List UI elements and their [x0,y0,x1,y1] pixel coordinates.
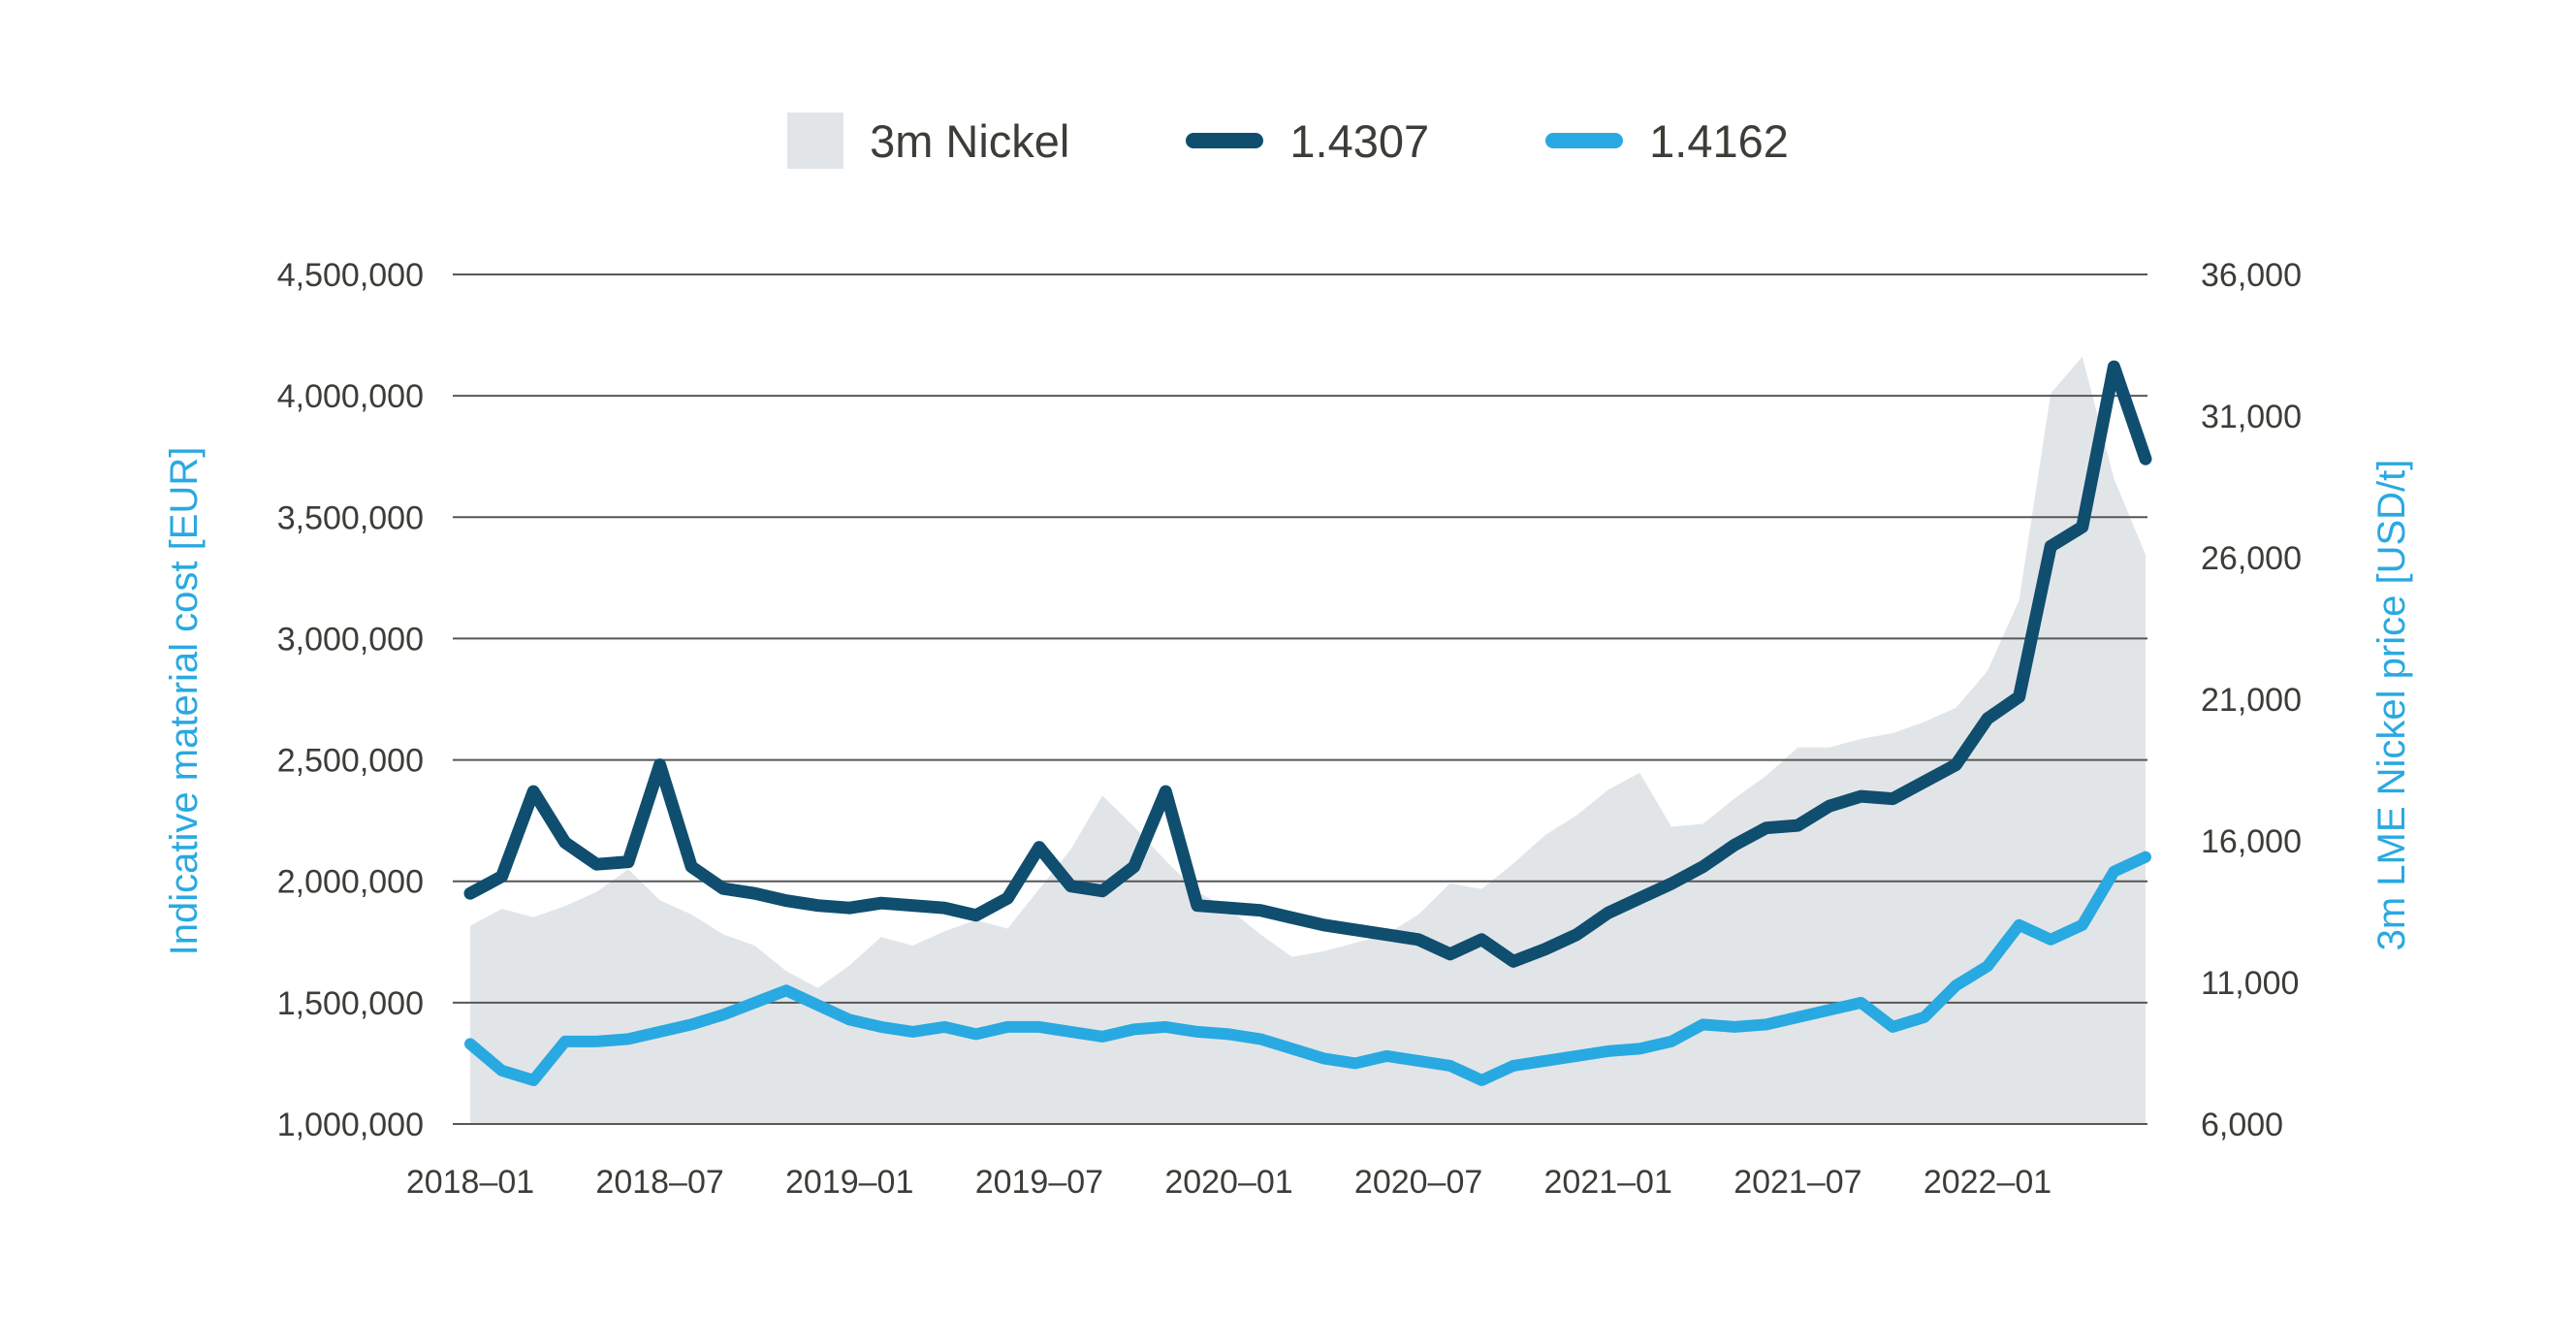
left-axis-tick-label: 2,500,000 [277,743,424,780]
line-series-1-4307 [463,360,2152,968]
right-axis-title: 3m LME Nickel price [USD/t] [2370,460,2413,951]
x-axis-tick-label: 2021–01 [1544,1164,1672,1201]
x-axis-tick-label: 2018–01 [406,1164,534,1201]
left-axis-title: Indicative material cost [EUR] [163,447,206,956]
left-axis-tick-label: 2,000,000 [277,864,424,901]
left-axis-tick-label: 3,500,000 [277,499,424,536]
line-series-1-4162 [464,851,2151,1086]
x-axis-tick-label: 2020–07 [1354,1164,1482,1201]
left-axis-tick-label: 4,500,000 [277,257,424,294]
x-axis-tick-label: 2020–01 [1164,1164,1292,1201]
right-axis-tick-label: 26,000 [2201,540,2302,577]
right-axis-tick-label: 16,000 [2201,823,2302,860]
x-axis-tick-label: 2022–01 [1924,1164,2051,1201]
right-axis-tick-label: 6,000 [2201,1107,2283,1143]
left-axis-tick-label: 1,500,000 [277,985,424,1022]
x-axis-tick-label: 2019–07 [975,1164,1103,1201]
left-axis-tick-label: 4,000,000 [277,378,424,415]
right-axis-tick-label: 21,000 [2201,682,2302,719]
right-axis-tick-label: 31,000 [2201,399,2302,435]
right-axis-tick-label: 11,000 [2201,965,2299,1002]
right-axis-tick-label: 36,000 [2201,257,2302,294]
left-axis-tick-label: 1,000,000 [277,1107,424,1143]
area-series-3m-nickel [470,356,2146,1124]
x-axis-tick-label: 2018–07 [595,1164,723,1201]
x-axis-tick-label: 2021–07 [1733,1164,1861,1201]
left-axis-tick-label: 3,000,000 [277,621,424,658]
x-axis-tick-label: 2019–01 [785,1164,913,1201]
